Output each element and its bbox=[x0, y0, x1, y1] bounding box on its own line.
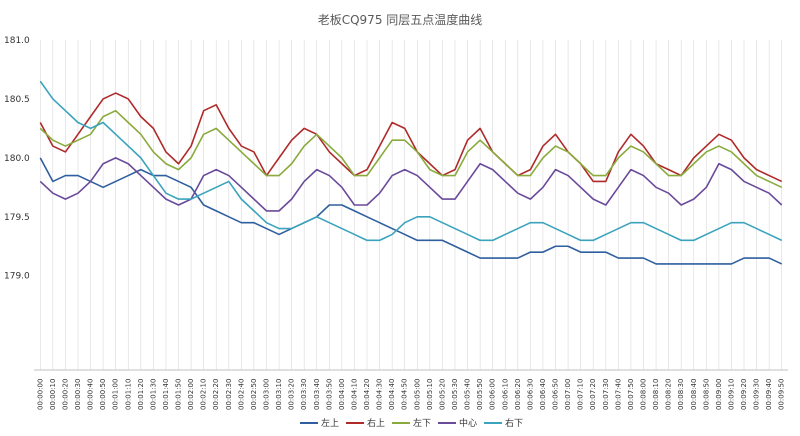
x-tick-label: 00:07:50 bbox=[627, 379, 635, 410]
x-tick-label: 00:09:20 bbox=[740, 379, 748, 410]
x-tick-label: 00:05:40 bbox=[464, 379, 472, 410]
x-tick-label: 00:03:40 bbox=[313, 379, 321, 410]
x-tick-label: 00:01:40 bbox=[162, 379, 170, 410]
x-tick-label: 00:02:40 bbox=[237, 379, 245, 410]
x-tick-label: 00:07:10 bbox=[577, 379, 585, 410]
x-tick-label: 00:06:00 bbox=[489, 379, 497, 410]
legend-label: 中心 bbox=[459, 417, 477, 429]
x-tick-label: 00:07:30 bbox=[602, 379, 610, 410]
series-line-右上 bbox=[39, 92, 783, 183]
x-tick-label: 00:02:20 bbox=[212, 379, 220, 410]
x-axis: 00:00:00 00:00:10 00:00:20 00:00:30 00:00:40… bbox=[36, 379, 785, 410]
y-tick-label: 180.5 bbox=[4, 95, 30, 105]
y-axis: 181.0 180.5 180.0 179.5 179.0 bbox=[4, 36, 30, 282]
legend-label: 左下 bbox=[413, 417, 431, 429]
legend-label: 左上 bbox=[321, 417, 339, 429]
x-tick-label: 00:08:20 bbox=[665, 379, 673, 410]
y-tick-label: 180.0 bbox=[4, 154, 30, 164]
x-tick-label: 00:00:30 bbox=[74, 379, 82, 410]
x-tick-label: 00:06:40 bbox=[539, 379, 547, 410]
x-tick-label: 00:09:50 bbox=[778, 379, 786, 410]
x-tick-label: 00:03:10 bbox=[275, 379, 283, 410]
series-group bbox=[39, 80, 783, 265]
x-tick-label: 00:08:00 bbox=[639, 379, 647, 410]
y-tick-label: 179.5 bbox=[4, 213, 30, 223]
x-tick-label: 00:06:30 bbox=[526, 379, 534, 410]
x-tick-label: 00:03:00 bbox=[262, 379, 270, 410]
legend: 左上 右上 左下 中心 右下 bbox=[300, 417, 523, 429]
x-tick-label: 00:08:30 bbox=[677, 379, 685, 410]
x-tick-label: 00:08:50 bbox=[702, 379, 710, 410]
y-tick-label: 179.0 bbox=[4, 272, 30, 282]
x-tick-label: 00:08:10 bbox=[652, 379, 660, 410]
x-tick-label: 00:02:30 bbox=[225, 379, 233, 410]
x-tick-label: 00:03:20 bbox=[288, 379, 296, 410]
x-tick-label: 00:02:10 bbox=[200, 379, 208, 410]
grid bbox=[34, 40, 788, 371]
x-tick-label: 00:06:50 bbox=[552, 379, 560, 410]
x-tick-label: 00:06:20 bbox=[514, 379, 522, 410]
x-tick-label: 00:00:10 bbox=[49, 379, 57, 410]
x-tick-label: 00:05:20 bbox=[438, 379, 446, 410]
x-tick-label: 00:09:10 bbox=[727, 379, 735, 410]
x-tick-label: 00:05:10 bbox=[426, 379, 434, 410]
x-tick-label: 00:00:00 bbox=[36, 379, 44, 410]
x-tick-label: 00:04:30 bbox=[376, 379, 384, 410]
x-tick-label: 00:03:50 bbox=[325, 379, 333, 410]
x-tick-label: 00:09:30 bbox=[753, 379, 761, 410]
legend-label: 右下 bbox=[505, 417, 523, 429]
series-line-左上 bbox=[39, 157, 783, 265]
x-tick-label: 00:01:20 bbox=[137, 379, 145, 410]
x-tick-label: 00:02:00 bbox=[187, 379, 195, 410]
x-tick-label: 00:07:00 bbox=[564, 379, 572, 410]
x-tick-label: 00:04:20 bbox=[363, 379, 371, 410]
x-tick-label: 00:01:50 bbox=[175, 379, 183, 410]
x-tick-label: 00:00:40 bbox=[87, 379, 95, 410]
x-tick-label: 00:07:20 bbox=[589, 379, 597, 410]
series-line-右下 bbox=[39, 80, 783, 242]
x-tick-label: 00:03:30 bbox=[300, 379, 308, 410]
x-tick-label: 00:09:40 bbox=[765, 379, 773, 410]
x-tick-label: 00:05:30 bbox=[451, 379, 459, 410]
x-tick-label: 00:01:00 bbox=[112, 379, 120, 410]
x-tick-label: 00:05:50 bbox=[476, 379, 484, 410]
x-tick-label: 00:04:10 bbox=[350, 379, 358, 410]
x-tick-label: 00:04:40 bbox=[388, 379, 396, 410]
x-tick-label: 00:05:00 bbox=[413, 379, 421, 410]
chart-title: 老板CQ975 同层五点温度曲线 bbox=[318, 12, 483, 27]
x-tick-label: 00:07:40 bbox=[614, 379, 622, 410]
x-tick-label: 00:02:50 bbox=[250, 379, 258, 410]
x-tick-label: 00:06:10 bbox=[501, 379, 509, 410]
x-tick-label: 00:09:00 bbox=[715, 379, 723, 410]
legend-label: 右上 bbox=[367, 417, 385, 429]
series-line-中心 bbox=[39, 157, 783, 212]
x-tick-label: 00:00:20 bbox=[61, 379, 69, 410]
x-tick-label: 00:04:00 bbox=[338, 379, 346, 410]
x-tick-label: 00:08:40 bbox=[690, 379, 698, 410]
x-tick-label: 00:00:50 bbox=[99, 379, 107, 410]
series-line-左下 bbox=[39, 109, 783, 189]
y-tick-label: 181.0 bbox=[4, 36, 30, 46]
x-tick-label: 00:01:30 bbox=[149, 379, 157, 410]
x-tick-label: 00:04:50 bbox=[401, 379, 409, 410]
x-tick-label: 00:01:10 bbox=[124, 379, 132, 410]
